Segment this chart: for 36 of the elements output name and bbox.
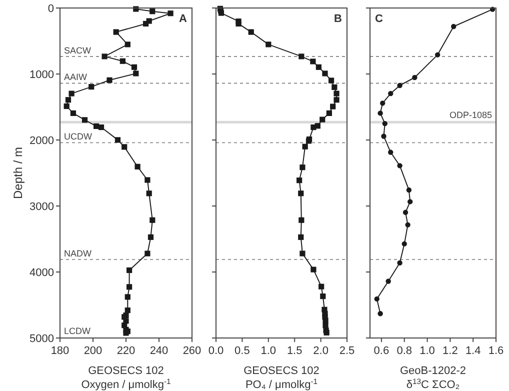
y-axis-title: Depth / m [11,146,25,200]
x-tick-label: 2.5 [339,345,355,357]
x-axis-title: GeoB-1202-2 δ$^{13}$C ΣCO₂ [400,365,466,391]
x-tick-label: 1.2 [442,345,458,357]
x-tick-label: 1.4 [465,345,481,357]
band-label: ODP-1085 [449,110,492,120]
y-tick-label: 4000 [30,267,54,279]
x-axis-title: GEOSECS 102 PO₄ / μmolkg$^{-1}$ [244,365,320,391]
x-tick-label: 1.6 [488,345,504,357]
y-tick-label: 5000 [30,333,54,345]
annotation: LCDW [64,326,92,336]
ref-line-label: UCDW [64,132,92,142]
x-tick-label: 1.0 [420,345,435,357]
ref-line-label: SACW [64,46,92,56]
x-tick-label: 0.5 [234,345,250,357]
annotation: A [179,13,188,25]
x-tick-label: 240 [150,345,168,357]
x-tick-label: 200 [84,345,102,357]
y-tick-label: 3000 [30,201,54,213]
x-tick-label: 0.6 [374,345,390,357]
y-tick-label: 1000 [30,69,54,81]
x-tick-label: 1.5 [286,345,302,357]
x-tick-label: 260 [182,345,202,357]
x-tick-label: 180 [50,345,70,357]
x-tick-label: 0.0 [208,345,224,357]
y-tick-label: 0 [48,3,54,15]
ref-line-label: NADW [64,248,92,258]
x-tick-label: 220 [116,345,136,357]
x-tick-label: 2.0 [313,345,328,357]
x-tick-label: 1.0 [260,345,276,357]
annotation: B [334,13,342,25]
x-tick-label: 0.8 [396,345,412,357]
y-tick-label: 2000 [30,135,54,147]
x-axis-title: GEOSECS 102 Oxygen / μmolkg$^{-1}$ [81,365,171,391]
annotation: C [375,13,383,25]
ref-line-label: AAIW [64,72,88,82]
